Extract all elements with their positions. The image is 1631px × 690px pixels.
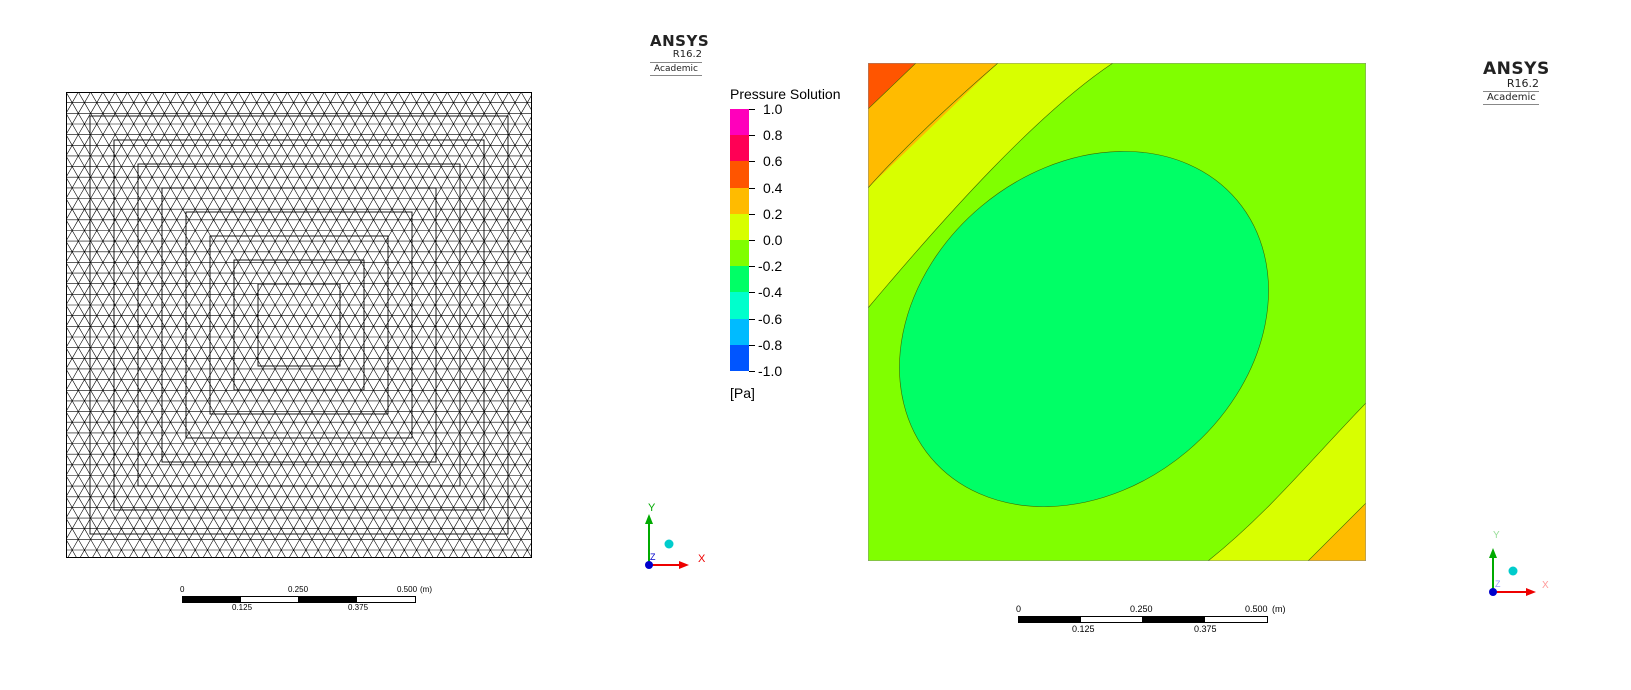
mesh-square-line: [257, 283, 341, 367]
scale-bar: 0 0.250 0.500 (m) 0.125 0.375: [180, 585, 440, 615]
scale-label-0250: 0.250: [1130, 604, 1153, 614]
triad-axes-icon: [1489, 548, 1536, 596]
legend-unit: [Pa]: [730, 385, 755, 401]
legend-tick-label: 0.4: [763, 179, 783, 196]
mesh-square-line: [113, 139, 485, 511]
contour-band-0p2-0p4-bottom: [1307, 502, 1366, 561]
legend-tick-mark: [749, 187, 755, 189]
scale-unit: (m): [420, 585, 432, 594]
legend-tick-label: -1.0: [758, 363, 783, 379]
legend-color-bar: [730, 109, 749, 371]
scale-seg-2: [1080, 616, 1144, 623]
legend-tick-label: 1.0: [763, 101, 783, 117]
pressure-viewport[interactable]: Pressure Solution 1.0 0.8 0.6 0.4 0.2 0.0 -0.2…: [720, 0, 1631, 690]
logo-version: R16.2: [1506, 77, 1539, 90]
mesh-border: [66, 92, 532, 558]
legend-tick-label: 0.0: [763, 232, 783, 248]
ansys-logo: ANSYS R16.2 Academic: [650, 32, 710, 76]
legend-tick-label: -0.6: [758, 310, 783, 327]
legend-tick-label: 0.6: [763, 153, 783, 170]
contour-band-0p2-0p4-top: [868, 63, 998, 188]
logo-name: ANSYS: [650, 32, 710, 50]
mesh-square-line: [137, 163, 461, 487]
axis-triad[interactable]: Y X Z: [636, 500, 716, 580]
scale-seg-2: [240, 596, 300, 603]
legend-tick-mark: [749, 109, 755, 110]
scale-label-0375: 0.375: [348, 603, 369, 612]
scale-label-0125: 0.125: [1072, 624, 1095, 634]
logo-name: ANSYS: [1483, 59, 1550, 79]
legend-tick-mark: [749, 135, 755, 137]
mesh-square-line: [89, 115, 509, 535]
scale-label-0250: 0.250: [288, 585, 309, 594]
axis-triad[interactable]: Y X Z: [1480, 528, 1570, 608]
legend-tick-label: -0.2: [758, 258, 783, 275]
mesh-lines: [66, 92, 532, 558]
mesh-square-line: [161, 187, 437, 463]
contour-line-0p4: [868, 63, 999, 189]
logo-license: Academic: [1483, 91, 1539, 105]
legend-tick-label: 0.8: [763, 127, 783, 144]
triad-y-label: Y: [1493, 530, 1500, 541]
triad-axes-icon: [645, 514, 689, 569]
contour-band-minus0p4-minus0p2: [899, 151, 1269, 507]
pressure-contour-plot: [868, 63, 1366, 561]
legend-tick-mark: [749, 371, 755, 372]
logo-version: R16.2: [672, 49, 702, 60]
legend-tick-label: -0.4: [758, 284, 783, 301]
pressure-legend: Pressure Solution 1.0 0.8 0.6 0.4 0.2 0.0 -0.2…: [730, 86, 870, 406]
ansys-logo: ANSYS R16.2 Academic: [1483, 59, 1550, 105]
logo-license: Academic: [650, 62, 702, 76]
scale-bar: 0 0.250 0.500 (m) 0.125 0.375: [1016, 604, 1306, 636]
scale-label-0: 0: [180, 585, 185, 594]
legend-tick-mark: [749, 213, 755, 215]
legend-swatch: [730, 109, 749, 136]
legend-swatch: [730, 266, 749, 293]
legend-swatch: [730, 187, 749, 214]
scale-label-0500: 0.500: [397, 585, 418, 594]
mesh-square-line: [209, 235, 389, 415]
legend-swatch: [730, 240, 749, 267]
scale-seg-4: [356, 596, 416, 603]
scale-seg-3: [298, 596, 358, 603]
scale-label-0500: 0.500: [1245, 604, 1268, 614]
legend-title: Pressure Solution: [730, 86, 841, 102]
triad-z-label: Z: [650, 552, 656, 562]
legend-tick-mark: [749, 240, 755, 241]
mesh-plot: [66, 92, 532, 558]
mesh-square-line: [233, 259, 365, 391]
triad-z-label: Z: [1495, 579, 1501, 589]
legend-swatch: [730, 318, 749, 345]
legend-tick-mark: [749, 318, 755, 320]
scale-label-0: 0: [1016, 604, 1022, 614]
legend-tick-mark: [749, 266, 755, 268]
triad-x-label: X: [1542, 580, 1549, 591]
legend-swatch: [730, 292, 749, 319]
scale-seg-4: [1204, 616, 1268, 623]
mesh-viewport[interactable]: ANSYS R16.2 Academic 0 0.250 0.500 (m) 0…: [0, 0, 720, 690]
scale-label-0375: 0.375: [1194, 624, 1217, 634]
mesh-square-line: [185, 211, 413, 439]
legend-tick-mark: [749, 292, 755, 294]
legend-swatch: [730, 344, 749, 371]
legend-tick-mark: [749, 161, 755, 163]
scale-seg-3: [1142, 616, 1206, 623]
legend-tick-label: -0.8: [758, 336, 783, 353]
legend-tick-label: 0.2: [763, 205, 783, 222]
triad-y-label: Y: [648, 502, 656, 514]
mesh-concentric-squares: [89, 115, 509, 535]
legend-tick-mark: [749, 344, 755, 346]
scale-unit: (m): [1272, 604, 1286, 614]
legend-ticks: 1.0 0.8 0.6 0.4 0.2 0.0 -0.2 -0.4 -0.6 -0.8 -1.0: [730, 86, 870, 386]
scale-seg-1: [182, 596, 242, 603]
legend-swatch: [730, 213, 749, 240]
legend-swatch: [730, 135, 749, 162]
scale-seg-1: [1018, 616, 1082, 623]
contour-band-0p4-0p6: [868, 63, 917, 110]
triad-x-label: X: [698, 553, 706, 565]
scale-label-0125: 0.125: [232, 603, 253, 612]
legend-swatch: [730, 161, 749, 188]
